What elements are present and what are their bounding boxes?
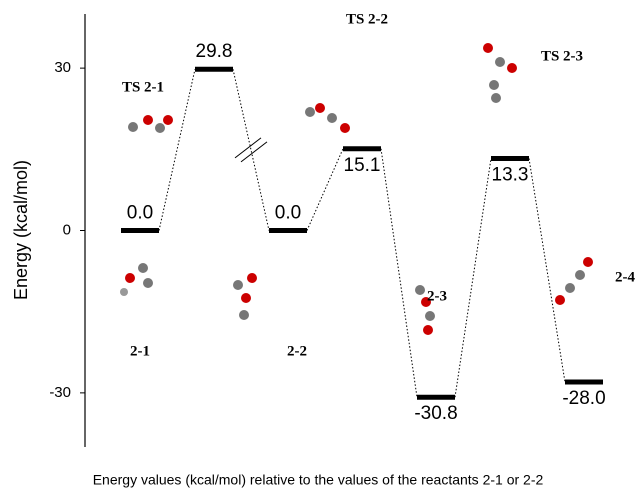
structure-label: 2-4 (615, 269, 635, 285)
value-label: 0.0 (275, 203, 301, 224)
structure-label: TS 2-2 (346, 11, 388, 27)
y-tick-label: -30 (49, 384, 71, 401)
value-label: 15.1 (344, 155, 381, 176)
y-tick-label: 0 (63, 221, 71, 238)
connector (455, 159, 491, 398)
break-mark (235, 138, 261, 158)
y-tick-label: 30 (54, 59, 71, 76)
connector (307, 149, 343, 231)
structure-label: TS 2-1 (122, 79, 164, 95)
connector (159, 69, 195, 230)
structure-label: 2-1 (130, 343, 150, 359)
connector (529, 159, 565, 383)
break-mark (241, 142, 267, 162)
value-label: 0.0 (127, 203, 153, 224)
chart: Energy (kcal/mol) Energy values (kcal/mo… (0, 0, 639, 492)
value-label: -28.0 (562, 388, 605, 409)
connector (381, 149, 417, 397)
value-label: -30.8 (414, 403, 457, 424)
connector (233, 69, 269, 230)
caption: Energy values (kcal/mol) relative to the… (93, 472, 544, 488)
value-label: 29.8 (196, 41, 233, 62)
structure-label: 2-2 (287, 343, 307, 359)
structure-label: 2-3 (427, 288, 447, 304)
value-label: 13.3 (492, 165, 529, 186)
y-axis-label: Energy (kcal/mol) (11, 160, 31, 300)
structure-label: TS 2-3 (541, 48, 583, 64)
